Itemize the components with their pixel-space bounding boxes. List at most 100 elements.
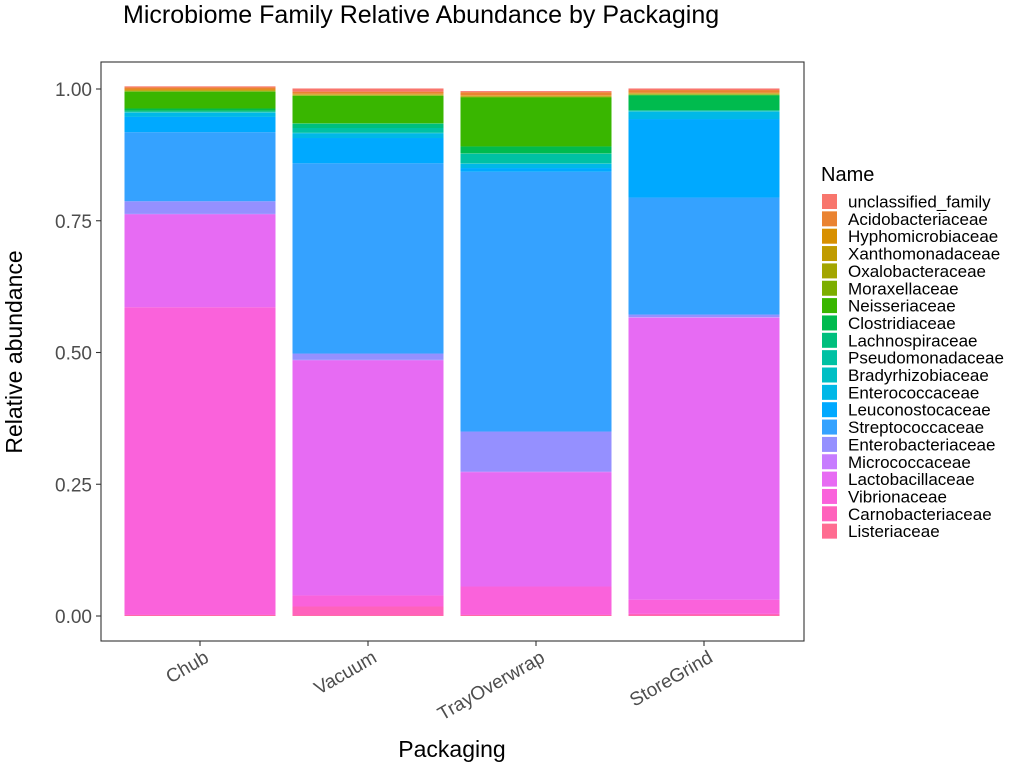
- legend-key: [822, 436, 837, 452]
- bar-segment: [292, 94, 444, 96]
- bar-segment: [460, 171, 612, 432]
- legend-label: Lachnospiraceae: [848, 331, 977, 350]
- bar-segment: [292, 133, 444, 139]
- bar-segment: [460, 146, 612, 154]
- legend-label: Streptococcaceae: [848, 418, 984, 437]
- bar-segment: [124, 116, 276, 133]
- bar-segment: [124, 87, 276, 90]
- bar-segment: [292, 615, 444, 616]
- bar-segment: [460, 163, 612, 169]
- bar-segment: [460, 153, 612, 154]
- bars-layer: [124, 86, 780, 616]
- bar-segment: [124, 112, 276, 113]
- bar-segment: [292, 123, 444, 124]
- y-tick-label: 0.25: [55, 475, 92, 496]
- y-tick-label: 0.00: [55, 607, 92, 628]
- y-tick-label: 0.50: [55, 344, 92, 365]
- x-tick-label: StoreGrind: [626, 647, 716, 711]
- legend-label: Leuconostocaceae: [848, 401, 991, 420]
- legend-key: [822, 350, 837, 366]
- bar-segment: [124, 91, 276, 109]
- legend-key: [822, 506, 837, 522]
- y-axis: 0.00 0.25 0.50 0.75 1.00: [55, 80, 101, 628]
- bar-segment: [460, 431, 612, 472]
- bar-segment: [628, 94, 780, 96]
- x-tick-label: TrayOverwrap: [434, 647, 548, 725]
- bar-segment: [292, 606, 444, 616]
- chart-title: Microbiome Family Relative Abundance by …: [123, 1, 719, 29]
- bar-segment: [628, 93, 780, 94]
- legend-key: [822, 471, 837, 487]
- legend-title: Name: [821, 164, 874, 186]
- legend-label: Pseudomonadaceae: [848, 349, 1004, 368]
- bar-segment: [460, 472, 612, 587]
- bar-segment: [292, 123, 444, 128]
- bar-segment: [460, 615, 612, 616]
- bar-segment: [292, 91, 444, 94]
- legend-key: [822, 454, 837, 470]
- y-tick-label: 1.00: [55, 80, 92, 101]
- bar-segment: [628, 110, 780, 112]
- y-axis-title: Relative abundance: [1, 250, 27, 453]
- legend-key: [822, 194, 837, 209]
- bar-segment: [628, 317, 780, 318]
- bar-segment: [628, 94, 780, 95]
- legend-label: Enterobacteriaceae: [848, 435, 995, 454]
- bar-segment: [460, 153, 612, 164]
- bar-segment: [628, 599, 780, 614]
- bar-segment: [292, 128, 444, 133]
- bar-segment: [628, 613, 780, 616]
- legend-label: Oxalobacteraceae: [848, 262, 986, 281]
- legend-label: Acidobacteriaceae: [848, 210, 988, 229]
- bar-segment: [460, 95, 612, 96]
- bar-segment: [124, 132, 276, 202]
- bar-segment: [628, 314, 780, 318]
- bar-segment: [124, 214, 276, 308]
- bar-segment: [124, 86, 276, 88]
- bar-segment: [292, 138, 444, 164]
- bar-segment: [460, 586, 612, 615]
- bar-segment: [292, 360, 444, 596]
- bar-segment: [124, 111, 276, 113]
- bar-segment: [460, 168, 612, 172]
- bar-segment: [628, 93, 780, 95]
- bar-segment: [124, 90, 276, 91]
- legend-label: Clostridiaceae: [848, 314, 956, 333]
- bar-segment: [628, 95, 780, 111]
- legend-label: Micrococcaceae: [848, 453, 971, 472]
- legend-key: [822, 384, 837, 400]
- bar-segment: [628, 197, 780, 315]
- bar-segment: [292, 94, 444, 95]
- legend-key: [822, 488, 837, 504]
- bar-segment: [628, 110, 780, 111]
- bar-segment: [292, 359, 444, 361]
- legend-label: Hyphomicrobiaceae: [848, 227, 998, 246]
- x-axis: Chub Vacuum TrayOverwrap StoreGrind: [163, 641, 717, 725]
- bar-segment: [628, 90, 780, 93]
- legend-key: [822, 246, 837, 262]
- legend-label: Carnobacteriaceae: [848, 505, 992, 524]
- y-tick-label: 0.75: [55, 212, 92, 233]
- legend-key: [822, 419, 837, 435]
- bar-segment: [124, 112, 276, 117]
- legend-label: Bradyrhizobiaceae: [848, 366, 989, 385]
- bar-segment: [460, 96, 612, 97]
- bar-segment: [124, 201, 276, 214]
- bar-segment: [460, 471, 612, 473]
- bar-segment: [628, 119, 780, 198]
- bar-segment: [628, 111, 780, 112]
- bar-segment: [628, 92, 780, 94]
- bar-segment: [292, 353, 444, 360]
- bar-segment: [460, 95, 612, 97]
- legend-key: [822, 228, 837, 244]
- legend-key: [822, 315, 837, 331]
- x-tick-label: Vacuum: [311, 647, 381, 699]
- x-tick-label: Chub: [163, 647, 213, 688]
- legend-label: Vibrionaceae: [848, 487, 947, 506]
- bar-segment: [292, 95, 444, 124]
- legend-key: [822, 367, 837, 383]
- bar-segment: [124, 89, 276, 91]
- legend-label: Lactobacillaceae: [848, 470, 975, 489]
- bar-segment: [460, 96, 612, 98]
